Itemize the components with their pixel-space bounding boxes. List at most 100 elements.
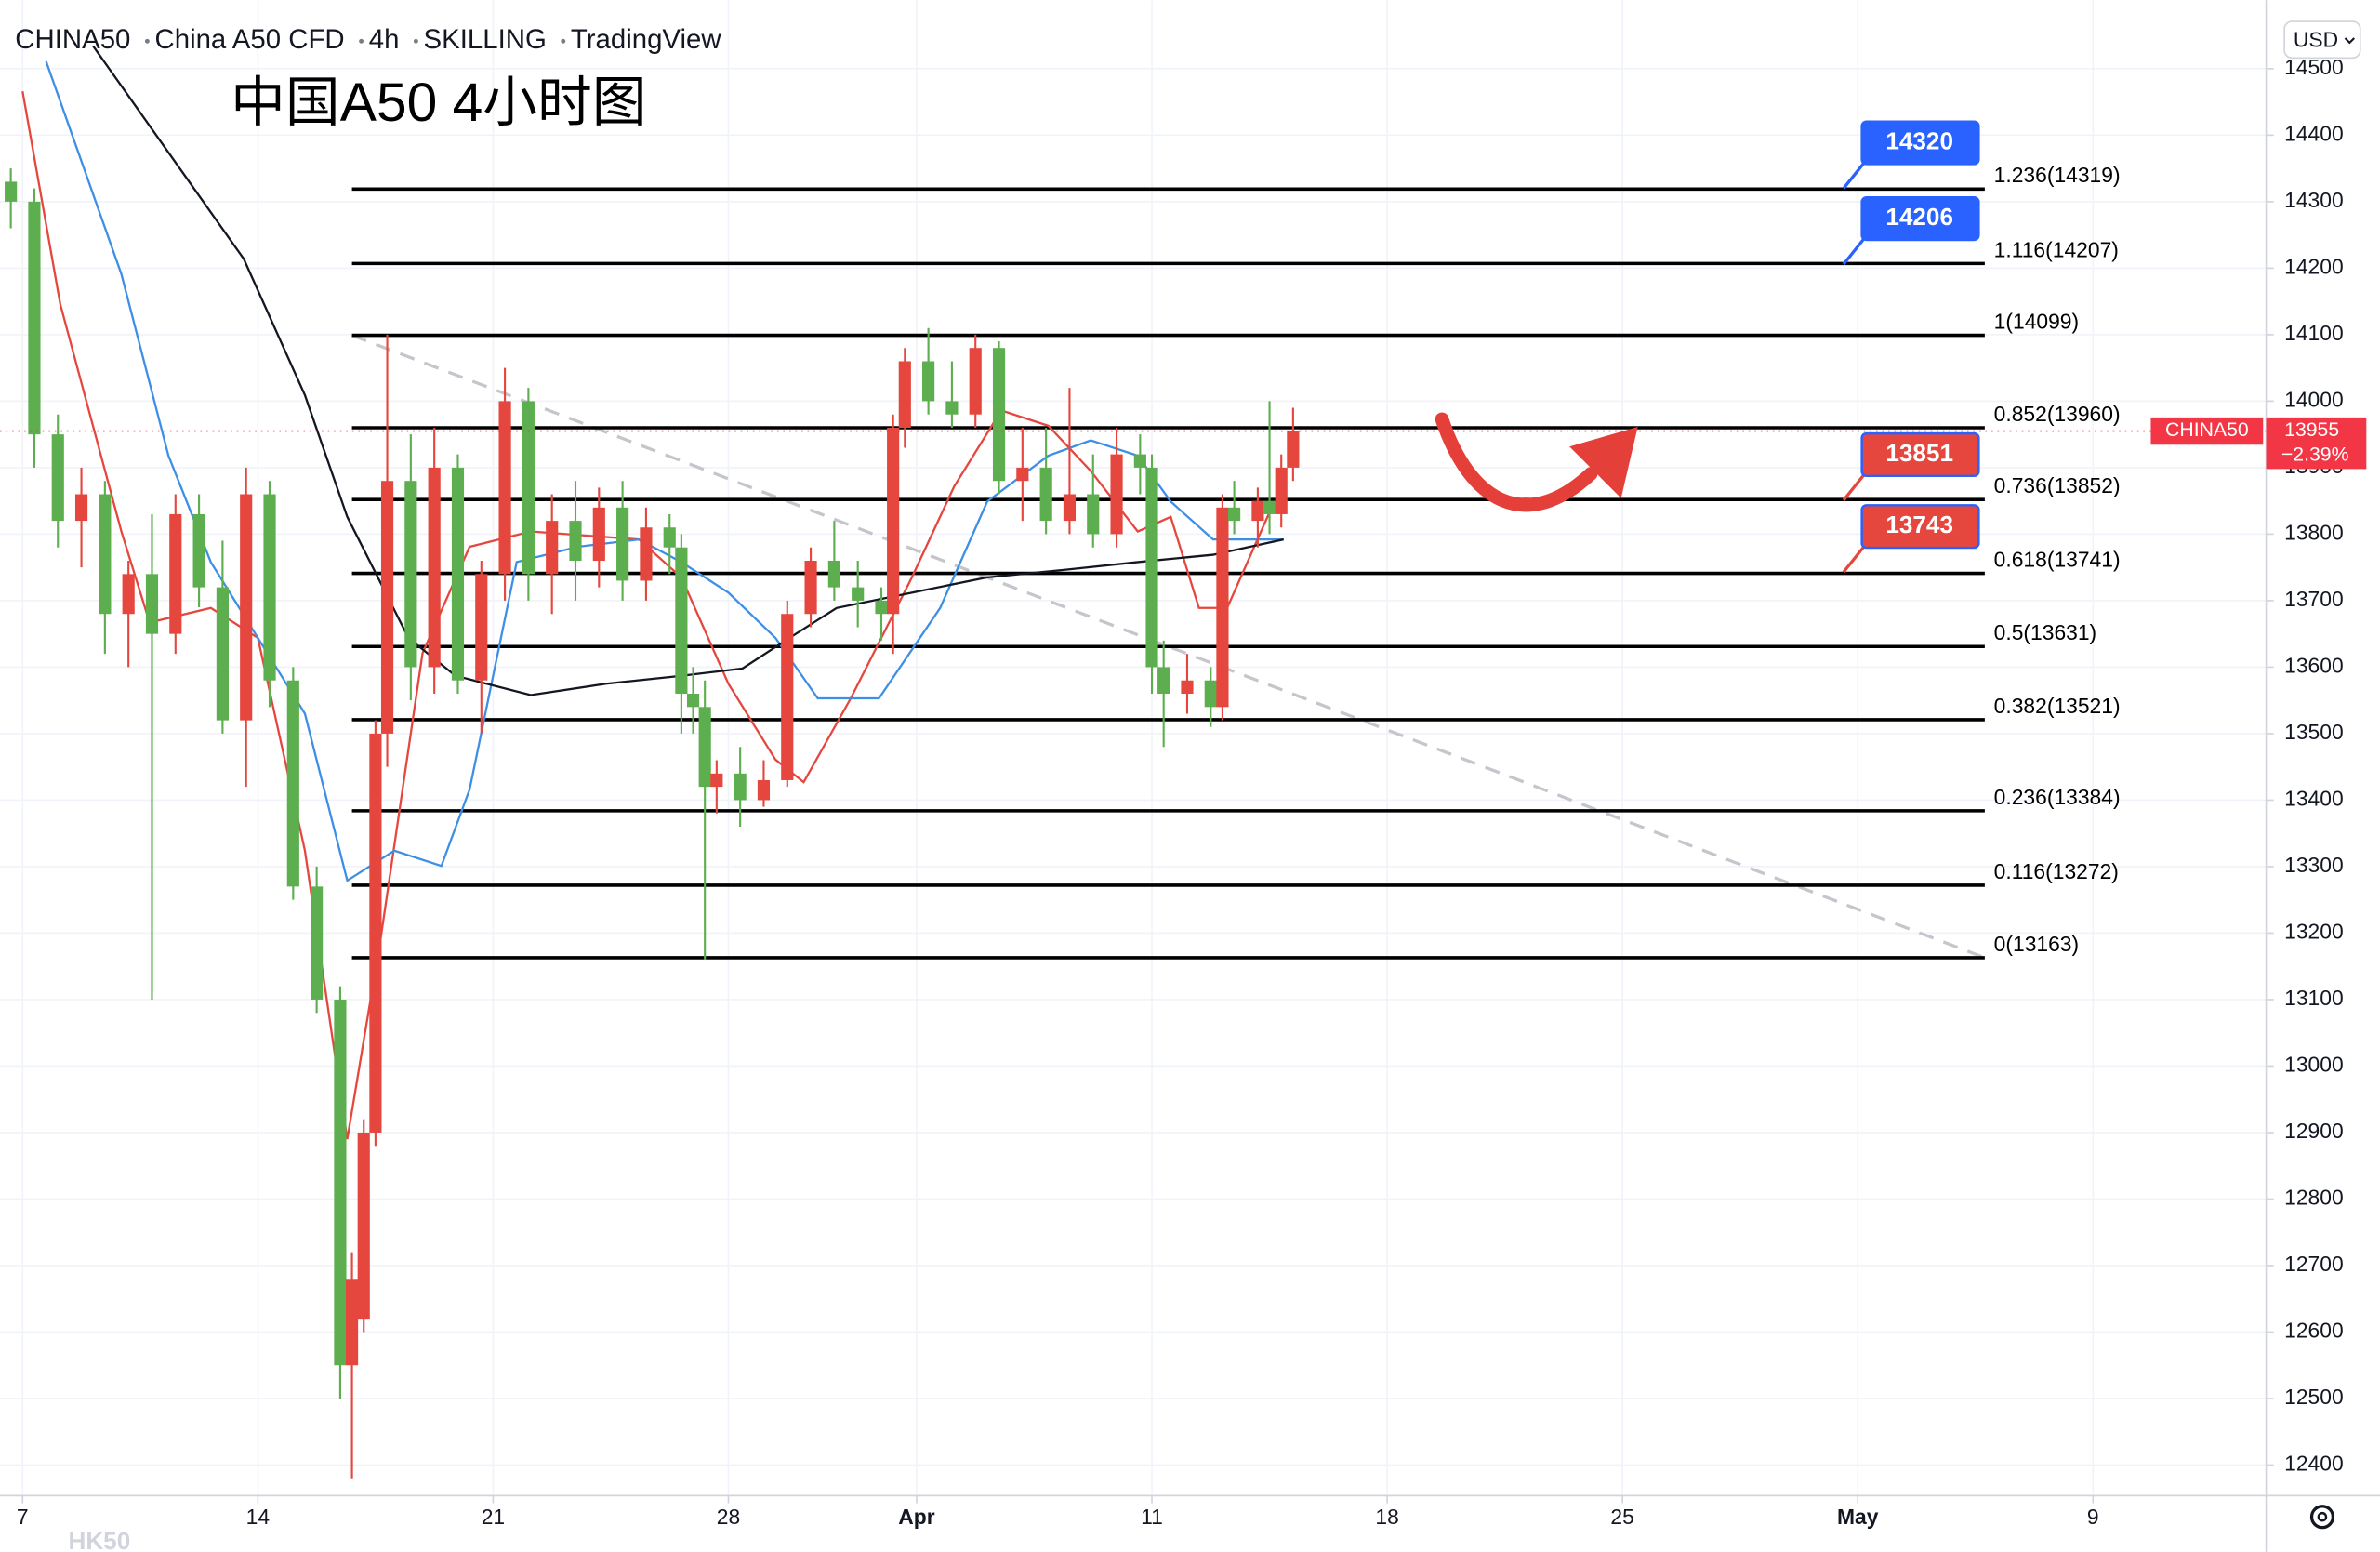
y-tick-label: 14300 <box>2284 188 2344 212</box>
candle-body <box>640 527 653 581</box>
settings-button[interactable] <box>2309 1505 2335 1530</box>
candle-body <box>675 547 688 695</box>
candle-body <box>1110 454 1123 535</box>
candle-body <box>51 434 64 522</box>
currency[interactable]: USD <box>2294 27 2338 51</box>
candle-body <box>357 1132 370 1320</box>
candle-body <box>616 507 629 581</box>
currency-button[interactable] <box>2283 20 2361 60</box>
last-price-badge <box>2266 417 2367 470</box>
x-tick-label: 9 <box>2087 1505 2099 1529</box>
candle-body <box>757 779 771 801</box>
x-tick-label: 25 <box>1610 1505 1633 1529</box>
fib-label: 0.382(13521) <box>1994 694 2121 718</box>
candle-body <box>99 494 112 615</box>
y-tick-label: 14100 <box>2284 321 2344 345</box>
symbol-label: CHINA50 <box>2165 419 2249 441</box>
header: CHINA50 China A50 CFD 4h SKILLING TradingVie… <box>15 24 721 55</box>
x-tick-label: 11 <box>1141 1505 1163 1529</box>
fib-label: 0.736(13852) <box>1994 473 2121 497</box>
y-tick-label: 13800 <box>2284 520 2344 544</box>
candle-body <box>1216 507 1229 708</box>
target-label: 14320 <box>1885 127 1953 155</box>
settings-icon-center[interactable] <box>2317 1511 2328 1522</box>
candle-body <box>1016 467 1029 482</box>
y-tick-label: 13500 <box>2284 720 2344 744</box>
candle-body <box>1251 500 1264 522</box>
y-tick-label: 13600 <box>2284 653 2344 677</box>
candle-body <box>428 467 441 668</box>
x-tick-label: 28 <box>717 1505 740 1529</box>
candle-body <box>369 733 382 1133</box>
candle-body <box>592 507 605 562</box>
candle-body <box>522 401 535 575</box>
y-tick-label: 12800 <box>2284 1185 2344 1209</box>
fib-label: 0(13163) <box>1994 932 2079 956</box>
candle-body <box>380 481 394 734</box>
target-badge <box>1860 431 1980 478</box>
candle-body <box>74 494 88 522</box>
candle-body <box>1204 680 1217 708</box>
y-tick-label: 13400 <box>2284 786 2344 810</box>
header-separator <box>359 38 364 44</box>
candle-body <box>1181 680 1194 695</box>
candle-body <box>286 680 299 887</box>
x-tick-label: May <box>1837 1505 1879 1529</box>
symbol-badge <box>2150 417 2264 445</box>
candle-body <box>1133 454 1146 468</box>
candle-body <box>1063 494 1077 522</box>
hint-arrow-head <box>1569 426 1638 498</box>
candle-body <box>240 494 253 721</box>
fib-label: 0.116(13272) <box>1994 859 2119 883</box>
annotation-title: 中国A50 4小时图 <box>231 73 646 133</box>
last-price-label: 13955 <box>2284 419 2339 441</box>
y-tick-label: 13700 <box>2284 587 2344 611</box>
header-item: 4h <box>369 24 400 55</box>
candle-body <box>169 513 182 634</box>
candle-body <box>28 201 41 435</box>
y-tick-label: 12900 <box>2284 1119 2344 1143</box>
y-tick-label: 14400 <box>2284 121 2344 145</box>
fib-label: 0.5(13631) <box>1994 620 2097 644</box>
x-tick-label: 7 <box>17 1505 29 1529</box>
candle-body <box>546 521 559 575</box>
candle-body <box>346 1279 359 1366</box>
candle-body <box>734 773 747 801</box>
candle-body <box>404 481 417 668</box>
candle-body <box>922 361 935 402</box>
candle-body <box>804 561 817 615</box>
fib-label: 1.236(14319) <box>1994 163 2121 187</box>
header-separator <box>561 38 566 44</box>
candle-body <box>992 348 1006 482</box>
y-tick-label: 13300 <box>2284 853 2344 877</box>
currency-caret[interactable] <box>2344 37 2355 45</box>
y-tick-label: 13200 <box>2284 919 2344 943</box>
candle-body <box>122 574 135 615</box>
candle-body <box>216 587 229 721</box>
header-item: SKILLING <box>424 24 547 55</box>
fib-label: 1(14099) <box>1994 310 2079 334</box>
header-item: China A50 CFD <box>155 24 345 55</box>
candle-body <box>145 574 159 634</box>
candle-body <box>334 999 347 1366</box>
plot-area: 1.236(14319) 1.116(14207) 1(14099) 0.852(13… <box>0 45 2267 1479</box>
y-tick-label: 12700 <box>2284 1252 2344 1276</box>
candle-body <box>451 467 465 681</box>
candle-body <box>192 513 205 588</box>
candle-body <box>827 561 840 588</box>
candle-body <box>1263 500 1276 514</box>
candle-body <box>663 527 676 548</box>
target-label: 13743 <box>1885 511 1953 538</box>
candle-body <box>898 361 911 428</box>
settings-icon[interactable] <box>2309 1505 2335 1530</box>
candle-body <box>498 401 511 575</box>
target-badge <box>1860 504 1980 550</box>
candle-body <box>311 886 324 1000</box>
watermark: HK50 <box>68 1527 130 1552</box>
y-tick-label: 12500 <box>2284 1385 2344 1409</box>
candle-body <box>1087 494 1100 535</box>
header-item: CHINA50 <box>15 24 130 55</box>
x-tick-label: 18 <box>1375 1505 1398 1529</box>
